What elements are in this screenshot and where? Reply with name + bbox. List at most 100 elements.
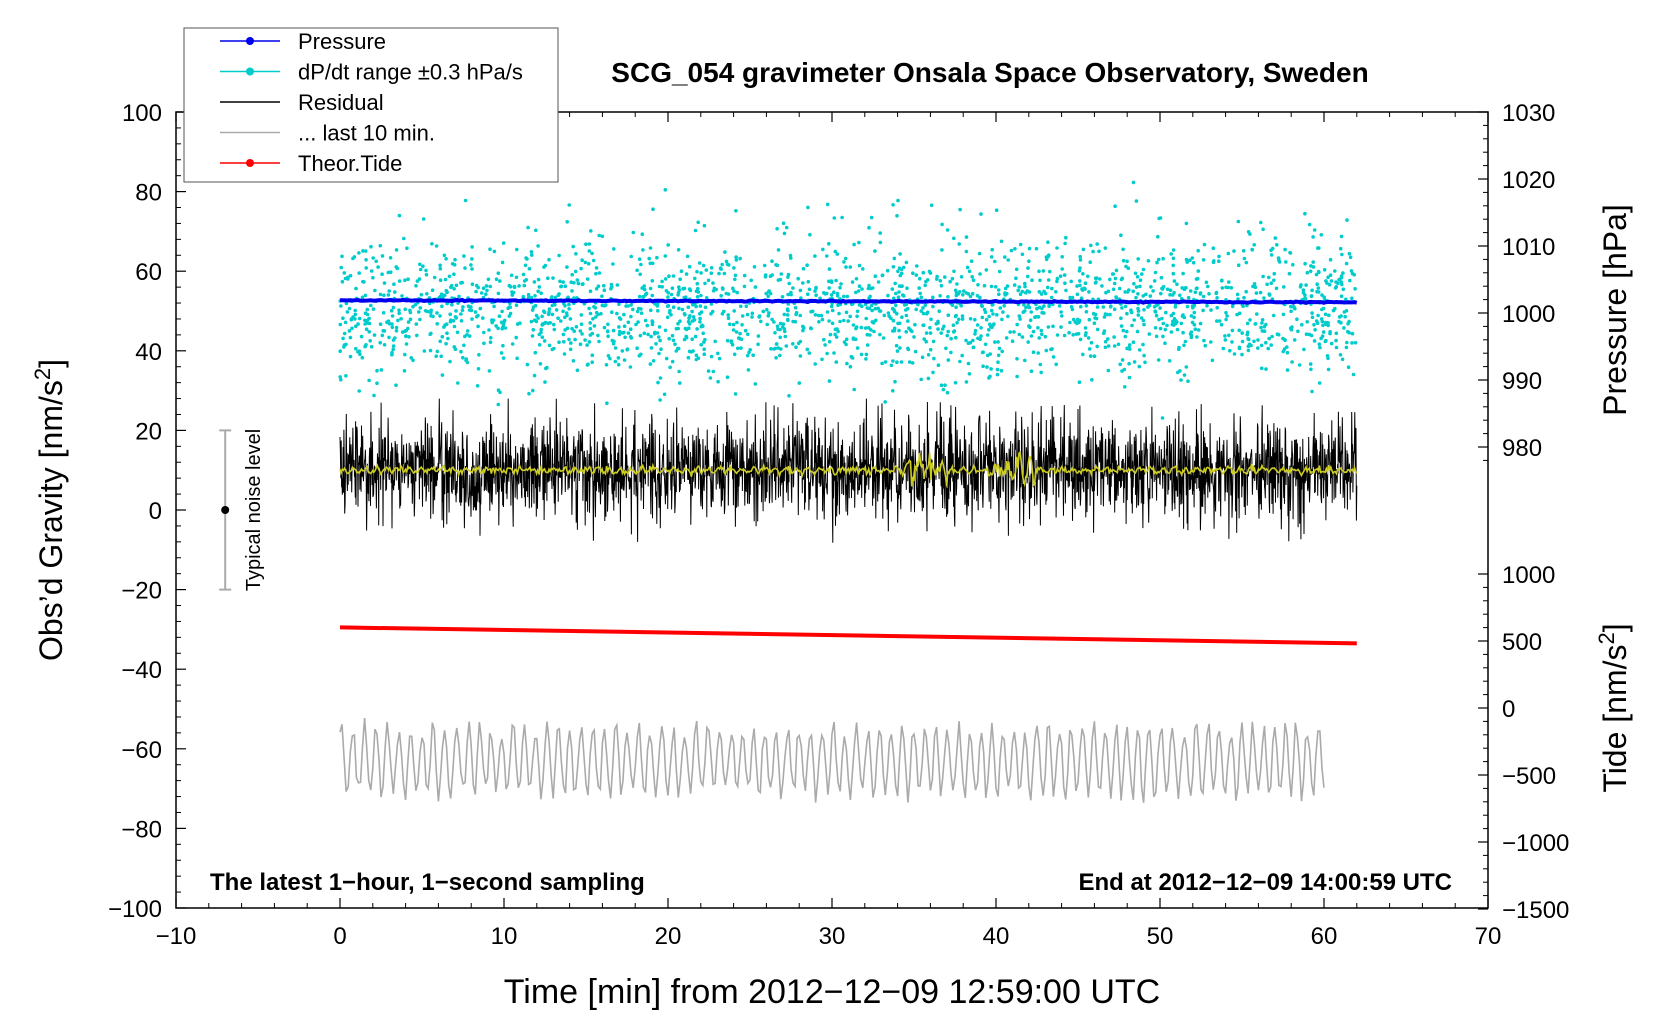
dpdt-point <box>404 328 409 333</box>
dpdt-point <box>1184 365 1189 369</box>
dpdt-point <box>459 312 463 316</box>
dpdt-point <box>838 285 842 290</box>
dpdt-point <box>1175 327 1180 332</box>
dpdt-point <box>390 350 394 355</box>
dpdt-point <box>813 254 817 258</box>
dpdt-point <box>463 266 467 270</box>
dpdt-point <box>682 286 687 291</box>
dpdt-point <box>418 306 423 310</box>
dpdt-point <box>1252 243 1256 247</box>
dpdt-point <box>940 327 945 331</box>
dpdt-point <box>1136 292 1140 296</box>
dpdt-point <box>1312 339 1317 343</box>
dpdt-point <box>609 286 613 291</box>
dpdt-point <box>1177 345 1181 350</box>
dpdt-point <box>977 251 982 256</box>
dpdt-point <box>587 249 592 253</box>
dpdt-point <box>1347 251 1352 256</box>
dpdt-point <box>1175 282 1179 287</box>
dpdt-point <box>428 348 433 353</box>
dpdt-point <box>1345 340 1349 345</box>
dpdt-point <box>1016 288 1020 293</box>
dpdt-point <box>1322 268 1327 272</box>
dpdt-point <box>529 295 534 300</box>
dpdt-point <box>985 333 990 337</box>
dpdt-point <box>878 231 882 235</box>
dpdt-point <box>952 329 957 333</box>
dpdt-point <box>873 306 878 311</box>
dpdt-point <box>794 310 799 315</box>
dpdt-point <box>438 339 443 344</box>
dpdt-point <box>772 320 776 324</box>
dpdt-point <box>774 342 779 346</box>
dpdt-point <box>899 284 904 289</box>
dpdt-point <box>1319 233 1324 237</box>
dpdt-point <box>834 360 839 364</box>
dpdt-point <box>1119 277 1124 282</box>
dpdt-point <box>1269 281 1273 286</box>
dpdt-point <box>1055 279 1059 284</box>
dpdt-point <box>348 273 353 278</box>
dpdt-point <box>1037 290 1042 294</box>
dpdt-point <box>885 268 890 273</box>
dpdt-point <box>781 221 786 225</box>
dpdt-point <box>1308 269 1313 274</box>
dpdt-point <box>452 272 456 277</box>
dpdt-point <box>1086 336 1091 340</box>
series-pressure <box>339 297 1358 305</box>
dpdt-point <box>914 273 919 277</box>
dpdt-point <box>606 334 610 339</box>
dpdt-point <box>936 327 940 331</box>
dpdt-point <box>709 266 714 270</box>
dpdt-point <box>1209 308 1213 312</box>
dpdt-point <box>1029 310 1033 314</box>
dpdt-point <box>1141 318 1146 323</box>
dpdt-point <box>430 242 434 246</box>
dpdt-point <box>1230 328 1235 333</box>
dpdt-point <box>958 359 962 364</box>
dpdt-point <box>409 356 414 360</box>
dpdt-point <box>1125 259 1129 264</box>
y-tick-label: −80 <box>121 816 162 843</box>
dpdt-point <box>950 303 955 308</box>
dpdt-point <box>663 188 668 192</box>
dpdt-point <box>588 321 592 325</box>
dpdt-point <box>550 347 555 352</box>
dpdt-point <box>349 317 354 321</box>
dpdt-point <box>539 327 543 332</box>
dpdt-point <box>834 335 839 339</box>
dpdt-point <box>597 339 601 344</box>
dpdt-point <box>374 259 379 264</box>
y-tick-label: 60 <box>135 259 162 286</box>
dpdt-point <box>1046 325 1051 329</box>
dpdt-point <box>765 322 769 327</box>
dpdt-point <box>1153 270 1158 275</box>
dpdt-point <box>1127 361 1131 366</box>
dpdt-point <box>1120 306 1124 310</box>
dpdt-point <box>1031 350 1036 355</box>
dpdt-point <box>1325 281 1329 285</box>
dpdt-point <box>971 345 976 350</box>
dpdt-point <box>580 258 584 263</box>
dpdt-point <box>780 325 785 329</box>
dpdt-point <box>776 327 780 332</box>
dpdt-point <box>745 312 750 317</box>
dpdt-point <box>429 308 434 313</box>
dpdt-point <box>613 346 618 350</box>
dpdt-point <box>587 306 591 311</box>
dpdt-point <box>946 358 951 362</box>
dpdt-point <box>1017 314 1022 318</box>
dpdt-point <box>882 313 887 318</box>
dpdt-point <box>891 359 895 363</box>
dpdt-point <box>750 311 755 316</box>
dpdt-point <box>406 277 410 282</box>
dpdt-point <box>470 257 474 261</box>
dpdt-point <box>731 328 736 332</box>
dpdt-point <box>686 319 691 324</box>
dpdt-point <box>594 271 598 276</box>
dpdt-point <box>1132 318 1136 322</box>
dpdt-point <box>1195 276 1200 281</box>
dpdt-point <box>1300 322 1304 327</box>
dpdt-point <box>1251 284 1255 289</box>
dpdt-point <box>829 293 834 297</box>
